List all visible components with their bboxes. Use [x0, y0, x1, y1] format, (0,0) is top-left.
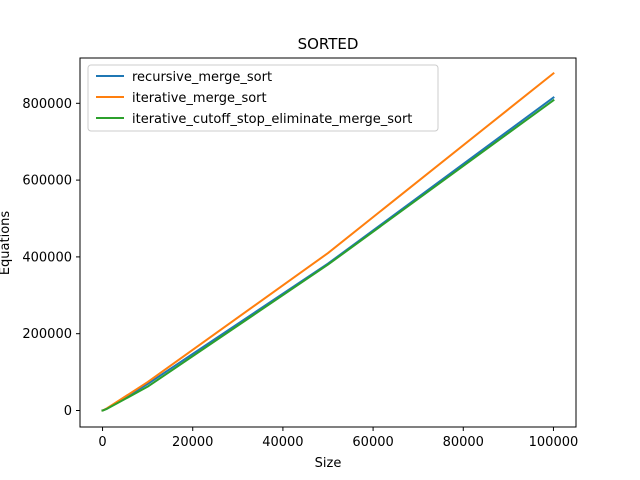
legend-label-2: iterative_merge_sort — [132, 91, 267, 106]
legend-box — [87, 64, 439, 132]
x-tick-label: 20000 — [172, 435, 213, 450]
x-axis-ticks: 0 20000 40000 60000 80000 100000 — [98, 427, 578, 450]
series-line-3 — [101, 98, 555, 412]
x-tick-label: 60000 — [352, 435, 393, 450]
y-tick-label: 800000 — [22, 97, 72, 112]
plot-frame — [79, 57, 577, 428]
x-tick-label: 100000 — [529, 435, 579, 450]
plot-lines — [101, 71, 555, 412]
legend: recursive_merge_sort iterative_merge_sort… — [87, 64, 439, 132]
y-axis-label: Equations — [0, 211, 13, 276]
y-axis-ticks: 0 200000 400000 600000 800000 — [22, 97, 80, 419]
y-tick-label: 0 — [64, 404, 72, 419]
y-tick-label: 200000 — [22, 327, 72, 342]
x-tick-label: 40000 — [262, 435, 303, 450]
x-axis-label: Size — [315, 456, 342, 471]
x-tick-label: 80000 — [443, 435, 484, 450]
legend-label-1: recursive_merge_sort — [132, 70, 272, 85]
chart-title: SORTED — [298, 35, 359, 53]
x-tick-label: 0 — [98, 435, 106, 450]
y-tick-label: 600000 — [22, 174, 72, 189]
legend-label-3: iterative_cutoff_stop_eliminate_merge_so… — [132, 112, 412, 127]
y-tick-label: 400000 — [22, 250, 72, 265]
